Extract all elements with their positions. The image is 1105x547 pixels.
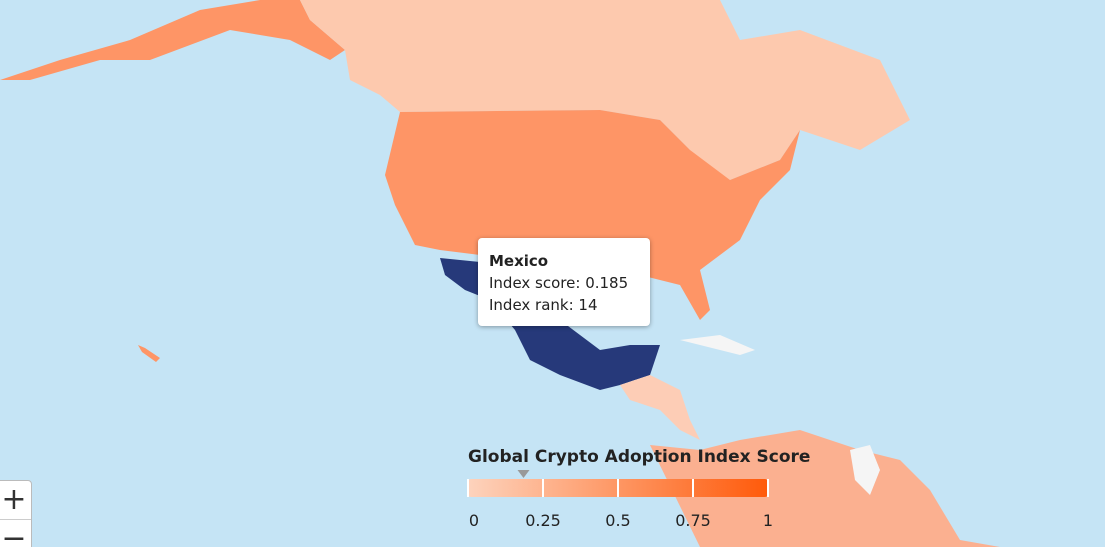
alaska [0,0,345,80]
guyana [850,445,880,495]
south-america [650,430,1000,547]
central-america [620,375,700,440]
legend-tick-label: 0.75 [675,511,711,530]
legend-title: Global Crypto Adoption Index Score [468,447,810,467]
canada [300,0,910,180]
zoom-out[interactable]: − [0,520,31,547]
tooltip-line: Index score: 0.185 [489,274,629,292]
legend-tick-label: 1 [763,511,773,530]
legend-tick-label: 0.25 [525,511,561,530]
tooltip-title: Mexico [489,252,549,270]
tooltip: Mexico Index score: 0.185 Index rank: 14 [478,238,650,326]
hawaii [138,345,160,362]
legend-marker [517,470,530,478]
legend-tick-label: 0 [469,511,479,530]
usa [385,110,800,320]
tooltip-line: Index rank: 14 [489,296,598,314]
zoom-in[interactable]: + [0,481,31,520]
legend-tick-label: 0.5 [605,511,630,530]
zoom-control: + − [0,480,32,547]
cuba [680,335,755,355]
